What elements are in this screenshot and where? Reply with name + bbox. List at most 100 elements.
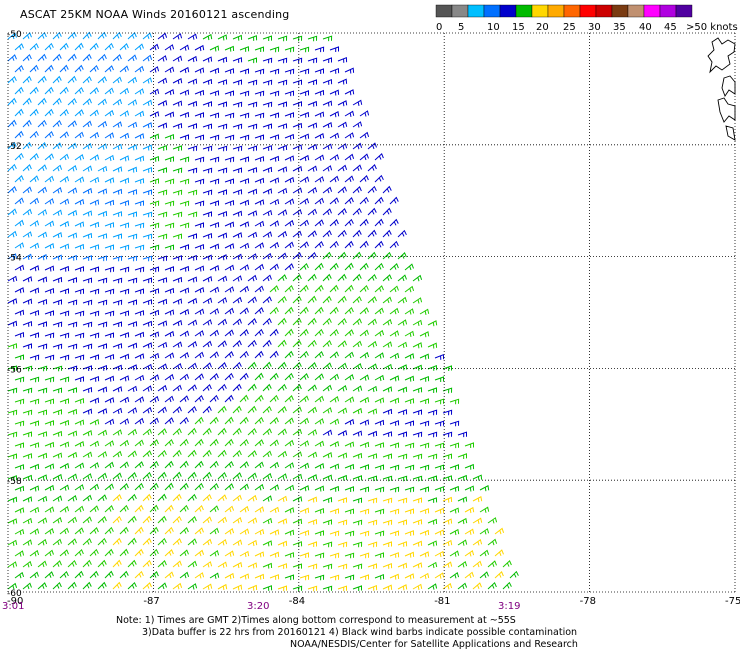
wind-barb bbox=[202, 167, 213, 174]
wind-barb bbox=[194, 572, 205, 579]
wind-barb bbox=[29, 220, 40, 227]
wind-barb bbox=[172, 122, 183, 129]
wind-barb bbox=[239, 416, 249, 425]
wind-barb bbox=[134, 461, 144, 469]
wind-barb bbox=[187, 100, 198, 107]
wind-barb bbox=[14, 354, 24, 360]
wind-barb bbox=[247, 253, 258, 260]
wind-barb bbox=[202, 561, 213, 568]
wind-barb bbox=[367, 296, 377, 304]
wind-barb bbox=[389, 285, 399, 293]
longitude-label: -90 bbox=[7, 596, 23, 607]
wind-barb bbox=[119, 396, 130, 404]
wind-barb bbox=[187, 189, 198, 196]
wind-barb bbox=[127, 385, 138, 393]
wind-barb bbox=[14, 528, 25, 536]
wind-barb bbox=[269, 551, 280, 558]
wind-barb bbox=[262, 585, 273, 591]
wind-barb bbox=[164, 549, 174, 557]
wind-barb bbox=[292, 585, 303, 592]
wind-barb bbox=[142, 582, 152, 590]
wind-barb bbox=[67, 75, 77, 84]
wind-barb bbox=[442, 453, 452, 460]
wind-barb bbox=[472, 474, 483, 481]
wind-barb bbox=[142, 406, 153, 414]
wind-barb bbox=[157, 277, 168, 283]
wind-barb bbox=[104, 397, 115, 404]
wind-barb bbox=[157, 100, 168, 107]
wind-barb bbox=[89, 505, 99, 513]
wind-barb bbox=[202, 211, 212, 217]
wind-barb bbox=[7, 54, 17, 62]
wind-barb bbox=[247, 562, 258, 569]
wind-barb bbox=[97, 31, 107, 40]
wind-barb bbox=[52, 186, 63, 194]
wind-barb bbox=[442, 496, 453, 503]
wind-barb bbox=[284, 219, 295, 227]
wind-barb bbox=[164, 111, 175, 118]
wind-barb bbox=[187, 211, 198, 218]
wind-barb bbox=[74, 176, 85, 183]
wind-barb bbox=[194, 134, 204, 141]
wind-barb bbox=[37, 254, 48, 261]
wind-barb bbox=[142, 122, 153, 129]
wind-barb bbox=[322, 186, 333, 194]
wind-barb bbox=[329, 67, 340, 74]
wind-barb bbox=[329, 240, 339, 249]
wind-barb bbox=[82, 473, 93, 480]
wind-barb bbox=[14, 175, 24, 183]
wind-barb bbox=[142, 342, 153, 349]
wind-barb bbox=[284, 46, 295, 53]
wind-barb bbox=[149, 460, 159, 469]
wind-barb bbox=[352, 273, 362, 282]
wind-barb bbox=[352, 362, 363, 370]
wind-barb bbox=[397, 475, 408, 482]
wind-barb bbox=[89, 154, 100, 161]
wind-barb bbox=[164, 156, 174, 162]
wind-barb bbox=[262, 540, 273, 547]
wind-barb bbox=[202, 232, 213, 239]
wind-barb bbox=[74, 131, 84, 139]
wind-barb bbox=[52, 452, 63, 459]
wind-barb bbox=[404, 573, 415, 580]
wind-barb bbox=[44, 549, 54, 557]
wind-barb bbox=[269, 90, 280, 97]
wind-barb bbox=[44, 376, 55, 383]
wind-barb bbox=[224, 483, 234, 491]
wind-barb bbox=[29, 265, 40, 272]
wind-barb bbox=[359, 486, 369, 493]
wind-barb bbox=[254, 199, 265, 206]
wind-barb bbox=[74, 86, 84, 95]
wind-barb bbox=[277, 144, 288, 151]
wind-barb bbox=[104, 418, 115, 426]
wind-barb bbox=[404, 530, 415, 536]
wind-barb bbox=[149, 548, 159, 557]
wind-barb bbox=[217, 494, 227, 502]
wind-barb bbox=[97, 559, 107, 568]
wind-barb bbox=[149, 178, 159, 184]
wind-barb bbox=[179, 134, 189, 141]
wind-barb bbox=[434, 572, 445, 579]
wind-barb bbox=[104, 570, 114, 579]
wind-barb bbox=[194, 527, 204, 535]
wind-barb bbox=[172, 255, 182, 261]
wind-barb bbox=[359, 153, 369, 161]
wind-barb bbox=[232, 539, 243, 546]
wind-barb bbox=[157, 384, 168, 392]
wind-barb bbox=[209, 112, 219, 119]
wind-barb bbox=[269, 328, 279, 337]
wind-barb bbox=[322, 78, 333, 85]
wind-barb bbox=[97, 76, 107, 84]
wind-barb bbox=[239, 505, 250, 513]
wind-barb bbox=[329, 485, 340, 492]
wind-barb bbox=[292, 101, 302, 107]
wind-barb bbox=[337, 407, 348, 414]
wind-barb bbox=[82, 516, 92, 524]
wind-barb bbox=[59, 243, 70, 250]
wind-barb bbox=[322, 35, 333, 42]
wind-barb bbox=[37, 31, 47, 40]
wind-barb bbox=[374, 352, 385, 359]
wind-barb bbox=[449, 420, 460, 427]
wind-barb bbox=[29, 463, 40, 470]
